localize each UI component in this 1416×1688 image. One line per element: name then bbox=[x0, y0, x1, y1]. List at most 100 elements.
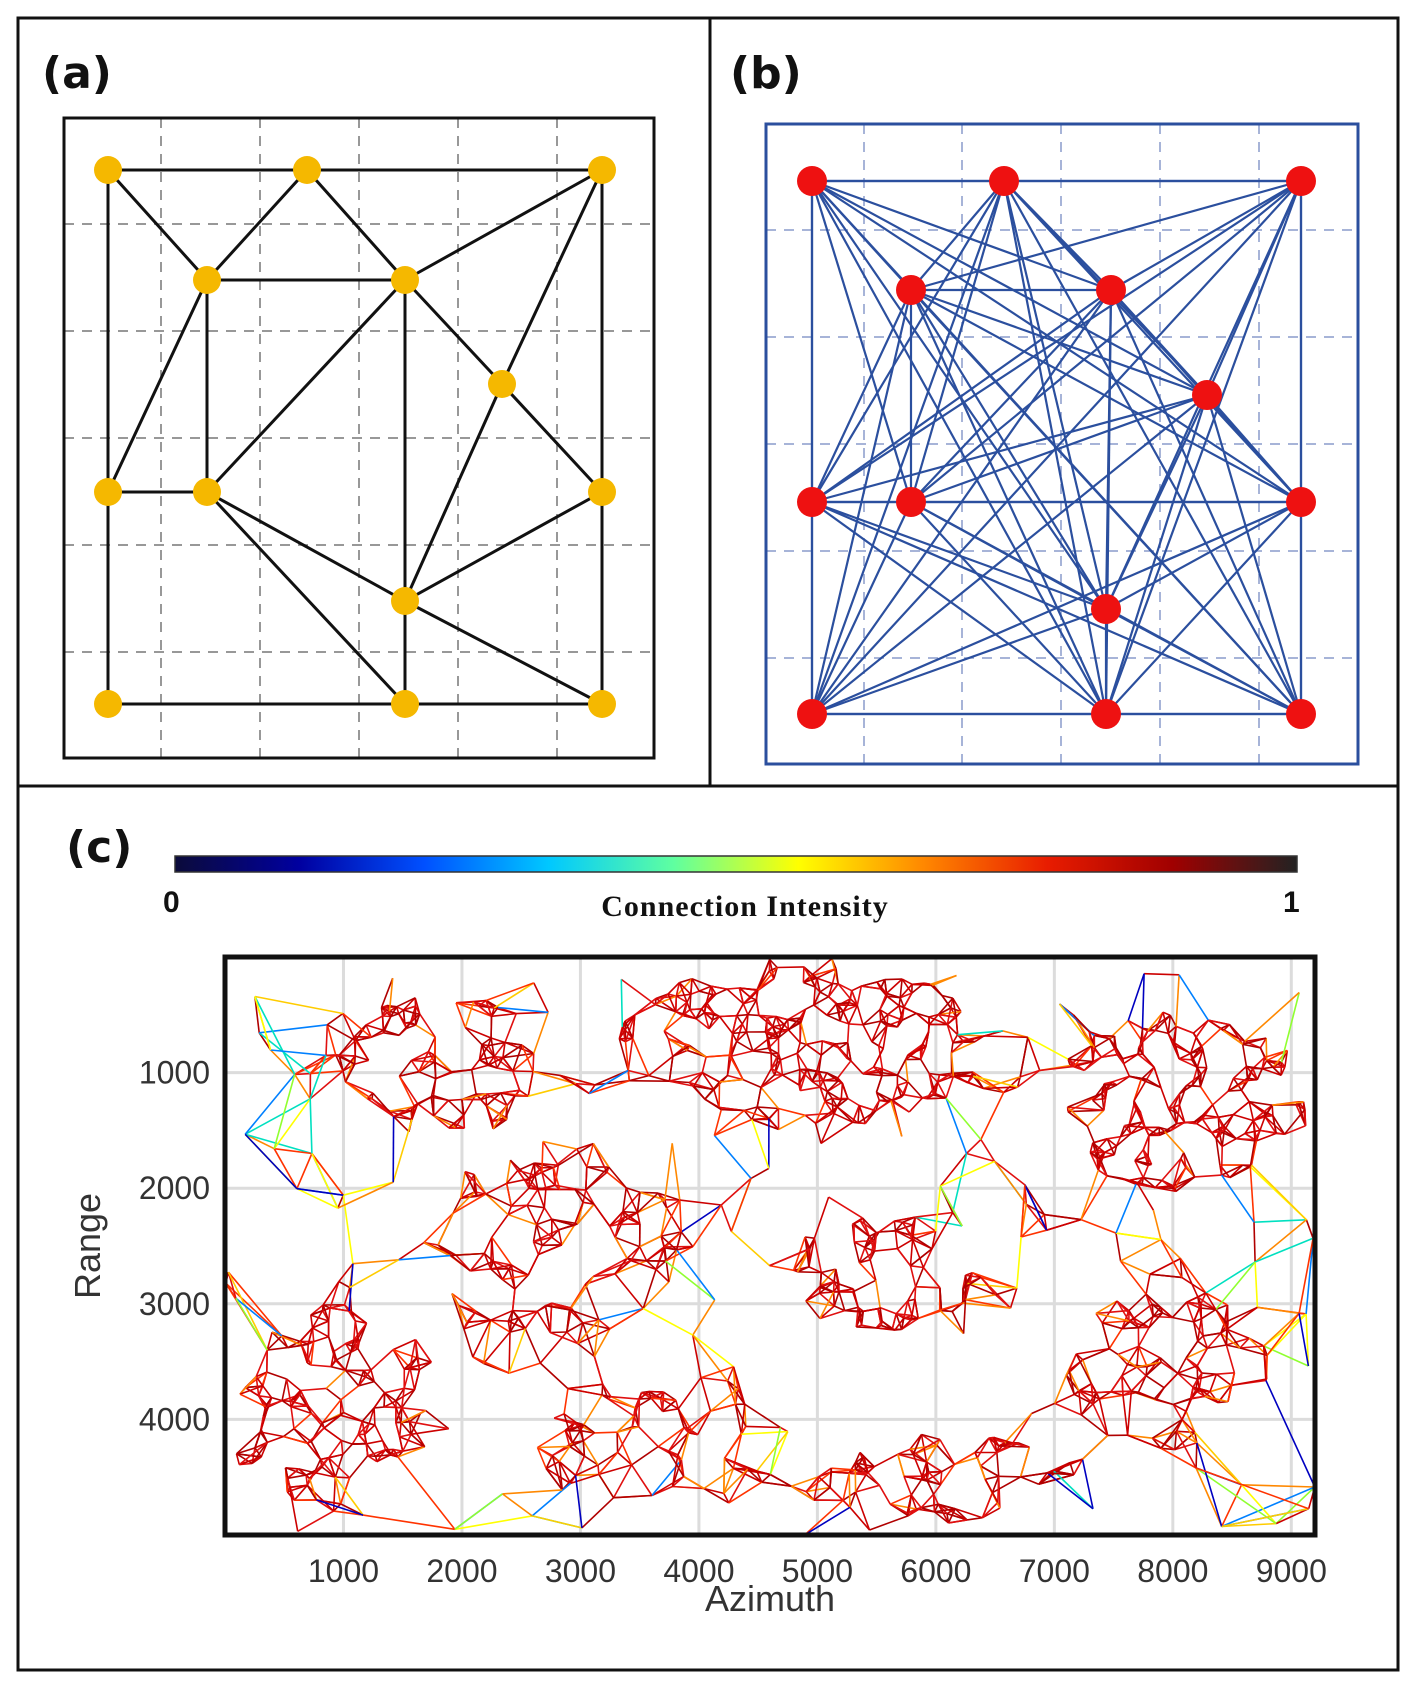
connection-edge bbox=[363, 1369, 372, 1372]
connection-edge bbox=[1128, 1320, 1150, 1329]
connection-edge bbox=[651, 1397, 676, 1402]
connection-edge bbox=[665, 1249, 678, 1262]
connection-edge bbox=[352, 1442, 367, 1445]
connection-edge bbox=[296, 1187, 344, 1196]
connection-edge bbox=[1264, 1116, 1277, 1134]
connection-edge bbox=[689, 1008, 702, 1011]
connection-edge bbox=[409, 1339, 417, 1368]
connection-edge bbox=[655, 1003, 677, 1013]
connection-edge bbox=[1239, 1347, 1268, 1357]
connection-edge bbox=[715, 988, 728, 995]
connection-edge bbox=[1259, 1129, 1285, 1135]
connection-edge bbox=[1249, 1139, 1256, 1167]
connection-edge bbox=[1223, 1130, 1237, 1140]
connection-edge bbox=[545, 1460, 560, 1470]
connection-edge bbox=[298, 1468, 311, 1480]
connection-edge bbox=[582, 1440, 586, 1457]
connection-edge bbox=[819, 1291, 835, 1319]
connection-edge bbox=[507, 1205, 513, 1215]
connection-edge bbox=[558, 1461, 572, 1484]
connection-edge bbox=[326, 1024, 337, 1056]
connection-edge bbox=[625, 1187, 639, 1213]
connection-edge bbox=[900, 1317, 905, 1330]
connection-edge bbox=[876, 978, 885, 983]
connection-edge bbox=[563, 1388, 569, 1415]
connection-edge bbox=[852, 1279, 877, 1293]
connection-edge bbox=[551, 1218, 560, 1231]
connection-edge bbox=[1172, 1404, 1183, 1420]
connection-edge bbox=[235, 1453, 241, 1465]
network-node bbox=[896, 487, 926, 517]
connection-edge bbox=[427, 1036, 436, 1053]
connection-edge bbox=[485, 1193, 509, 1216]
connection-edge bbox=[757, 966, 778, 991]
connection-edge bbox=[508, 1328, 526, 1374]
connection-edge bbox=[1215, 1138, 1221, 1166]
connection-edge bbox=[508, 1317, 519, 1322]
network-edge bbox=[1105, 501, 1302, 715]
network-edge bbox=[1003, 180, 1302, 715]
connection-edge bbox=[648, 1390, 661, 1399]
connection-edge bbox=[1222, 1029, 1244, 1045]
connection-edge bbox=[857, 1110, 877, 1124]
connection-edge bbox=[983, 1035, 1028, 1039]
connection-edge bbox=[1189, 1036, 1197, 1054]
connection-edge bbox=[636, 1192, 641, 1213]
connection-edge bbox=[1089, 1142, 1094, 1153]
connection-edge bbox=[742, 1003, 749, 1016]
network-edge bbox=[810, 180, 1006, 715]
connection-edge bbox=[1076, 1347, 1110, 1355]
network-edge bbox=[206, 490, 406, 603]
connection-edge bbox=[1108, 1348, 1119, 1356]
connection-edge bbox=[965, 1274, 982, 1279]
connection-edge bbox=[973, 1075, 1018, 1088]
connection-edge bbox=[1097, 1158, 1101, 1171]
connection-edge bbox=[306, 1484, 318, 1501]
connection-edge bbox=[344, 1352, 352, 1371]
connection-edge bbox=[820, 1043, 836, 1056]
connection-edge bbox=[1220, 1174, 1255, 1223]
connection-edge bbox=[770, 1053, 780, 1069]
connection-edge bbox=[1102, 1322, 1123, 1330]
connection-edge bbox=[1142, 1135, 1150, 1151]
connection-edge bbox=[829, 1486, 851, 1508]
connection-edge bbox=[1179, 1084, 1193, 1095]
connection-edge bbox=[838, 1288, 854, 1293]
connection-edge bbox=[628, 1069, 649, 1077]
connection-edge bbox=[1092, 1403, 1109, 1436]
connection-edge bbox=[805, 1476, 820, 1493]
connection-edge bbox=[1211, 1104, 1220, 1118]
connection-edge bbox=[480, 1099, 487, 1107]
connection-edge bbox=[1195, 1442, 1198, 1469]
connection-edge bbox=[805, 1300, 821, 1320]
connection-edge bbox=[638, 1426, 659, 1448]
connection-edge bbox=[610, 1395, 640, 1400]
connection-edge bbox=[639, 1235, 662, 1248]
connection-edge bbox=[931, 1230, 937, 1249]
connection-edge bbox=[395, 1006, 400, 1014]
connection-edge bbox=[1177, 1365, 1198, 1375]
connection-edge bbox=[915, 1285, 940, 1289]
connection-edge bbox=[1196, 1123, 1213, 1134]
connection-edge bbox=[1145, 1293, 1154, 1317]
connection-edge bbox=[475, 1310, 492, 1321]
network-edge bbox=[910, 501, 1107, 715]
connection-edge bbox=[490, 1037, 506, 1044]
connection-edge bbox=[610, 1395, 636, 1409]
connection-edge bbox=[609, 1307, 644, 1330]
connection-edge bbox=[1163, 1372, 1179, 1389]
connection-edge bbox=[403, 1009, 416, 1015]
connection-edge bbox=[472, 1319, 492, 1358]
connection-edge bbox=[1081, 1459, 1094, 1509]
connection-edge bbox=[932, 1484, 942, 1495]
connection-edge bbox=[310, 1304, 324, 1316]
connection-edge bbox=[470, 1268, 491, 1272]
outer-frame bbox=[16, 16, 1400, 1672]
connection-edge bbox=[485, 1092, 502, 1107]
connection-edge bbox=[264, 1397, 273, 1407]
connection-edge bbox=[790, 1485, 815, 1501]
connection-edge bbox=[981, 1492, 994, 1518]
connection-edge bbox=[813, 996, 829, 1006]
connection-edge bbox=[258, 1395, 267, 1407]
connection-edge bbox=[1120, 1260, 1151, 1275]
